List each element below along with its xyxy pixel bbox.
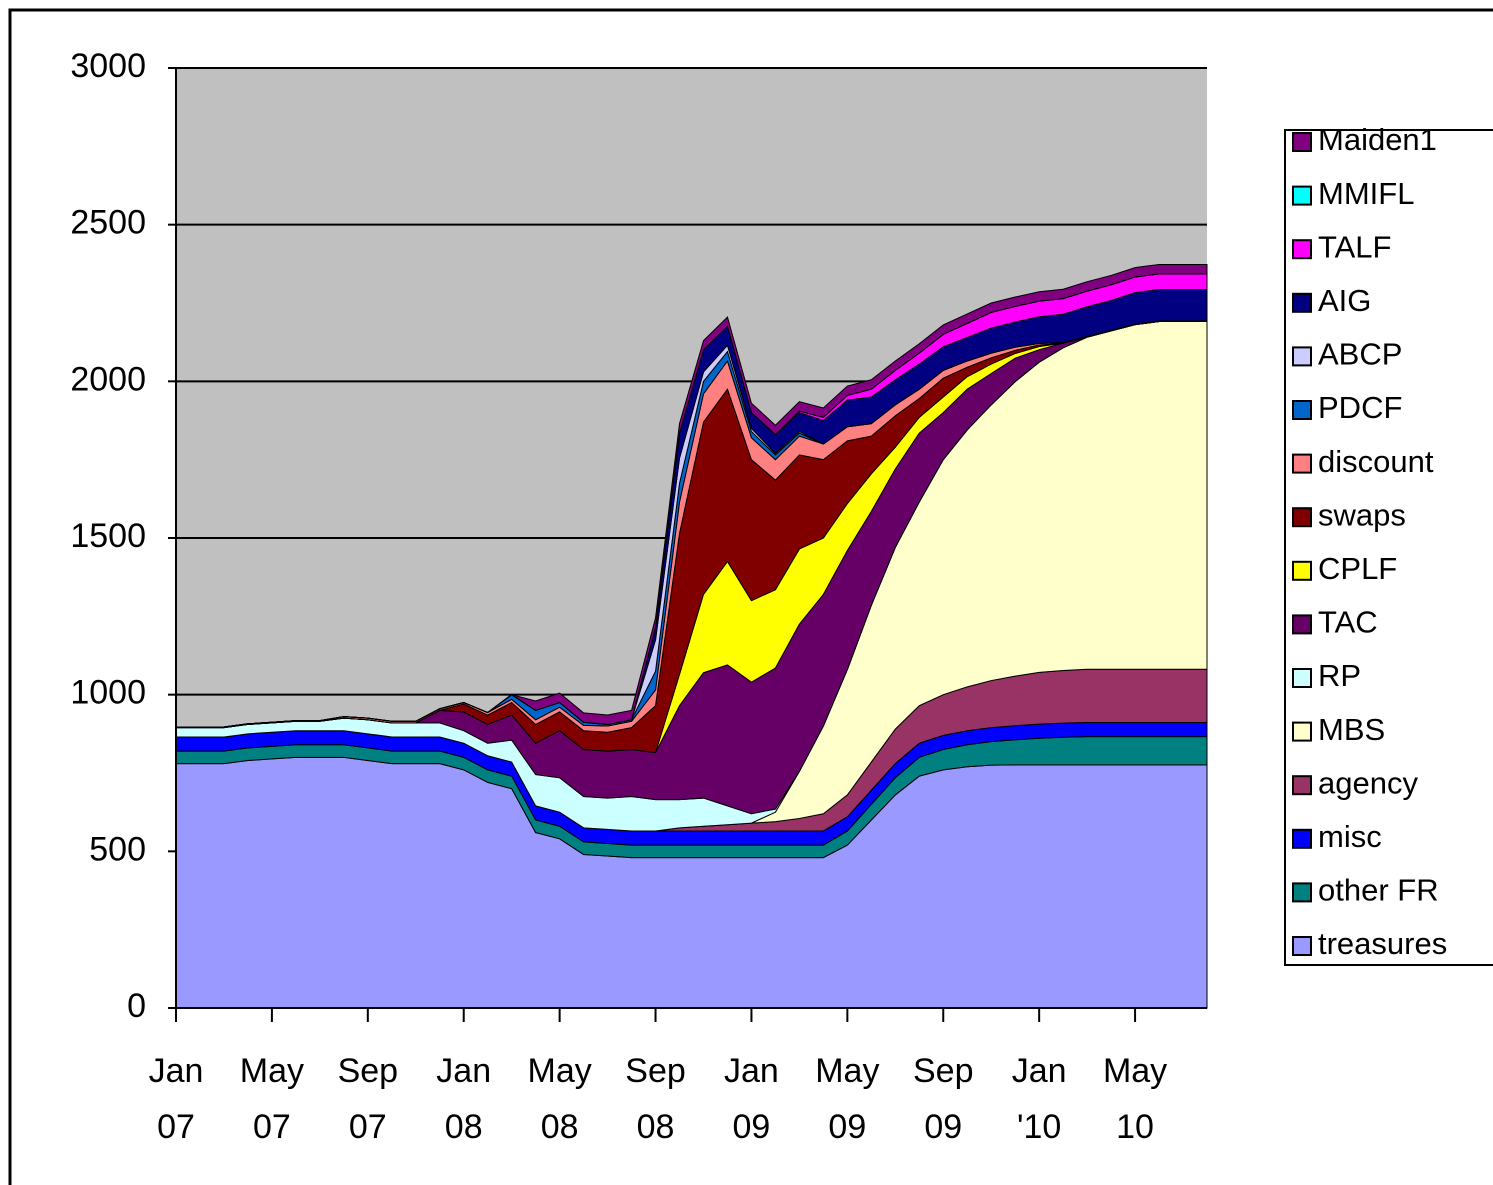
y-tick-label: 2500 [70, 204, 146, 242]
legend-label: PDCF [1318, 390, 1402, 425]
y-tick-label: 1500 [70, 517, 146, 555]
legend-label: ABCP [1318, 337, 1402, 372]
legend-label: treasures [1318, 926, 1447, 961]
x-tick-label: Jan '10 [1011, 1052, 1067, 1146]
legend-label: other FR [1318, 873, 1439, 908]
legend-swatch [1292, 828, 1312, 849]
legend-label: RP [1318, 658, 1361, 693]
legend-label: CPLF [1318, 551, 1397, 586]
legend-label: Maiden1 [1318, 122, 1437, 157]
x-tick-label: May 09 [815, 1052, 880, 1146]
legend-swatch [1292, 239, 1312, 260]
x-tick-label: May 10 [1102, 1052, 1168, 1146]
legend-swatch [1292, 185, 1312, 206]
legend-swatch [1292, 400, 1312, 420]
x-tick-label: Sep 07 [337, 1052, 399, 1146]
legend-label: TALF [1318, 229, 1392, 264]
x-tick-label: Sep 09 [913, 1052, 974, 1146]
legend-swatch [1292, 507, 1312, 528]
legend-label: MBS [1318, 712, 1385, 747]
legend-box [1284, 129, 1493, 966]
legend-swatch [1292, 453, 1312, 474]
y-tick-label: 500 [89, 830, 146, 868]
y-tick-label: 1000 [70, 674, 146, 712]
y-tick-label: 3000 [70, 47, 146, 85]
area [176, 263, 1208, 728]
legend-swatch [1292, 721, 1312, 742]
x-tick-label: Jan 07 [148, 1052, 204, 1146]
legend-swatch [1292, 936, 1312, 956]
legend-swatch [1292, 775, 1312, 796]
x-tick-label: May 08 [527, 1052, 592, 1146]
legend-label: discount [1318, 444, 1434, 479]
legend-label: TAC [1318, 605, 1378, 640]
x-tick-label: Jan 08 [436, 1052, 492, 1146]
legend-label: swaps [1318, 497, 1406, 532]
legend-swatch [1292, 346, 1312, 367]
y-tick-label: 0 [127, 987, 146, 1025]
legend-swatch [1292, 614, 1312, 635]
legend-swatch [1292, 132, 1312, 152]
legend-swatch [1292, 292, 1312, 313]
legend-swatch [1292, 668, 1312, 688]
x-tick-label: Sep 08 [625, 1052, 686, 1146]
x-tick-label: Jan 09 [724, 1052, 779, 1146]
x-tick-label: May 07 [239, 1052, 305, 1146]
legend-swatch [1292, 560, 1312, 581]
y-tick-label: 2000 [70, 360, 146, 398]
legend-swatch [1292, 882, 1312, 903]
legend-label: agency [1318, 765, 1418, 800]
legend-label: misc [1318, 819, 1382, 854]
legend-label: MMIFL [1318, 176, 1414, 211]
legend-label: AIG [1318, 283, 1371, 318]
